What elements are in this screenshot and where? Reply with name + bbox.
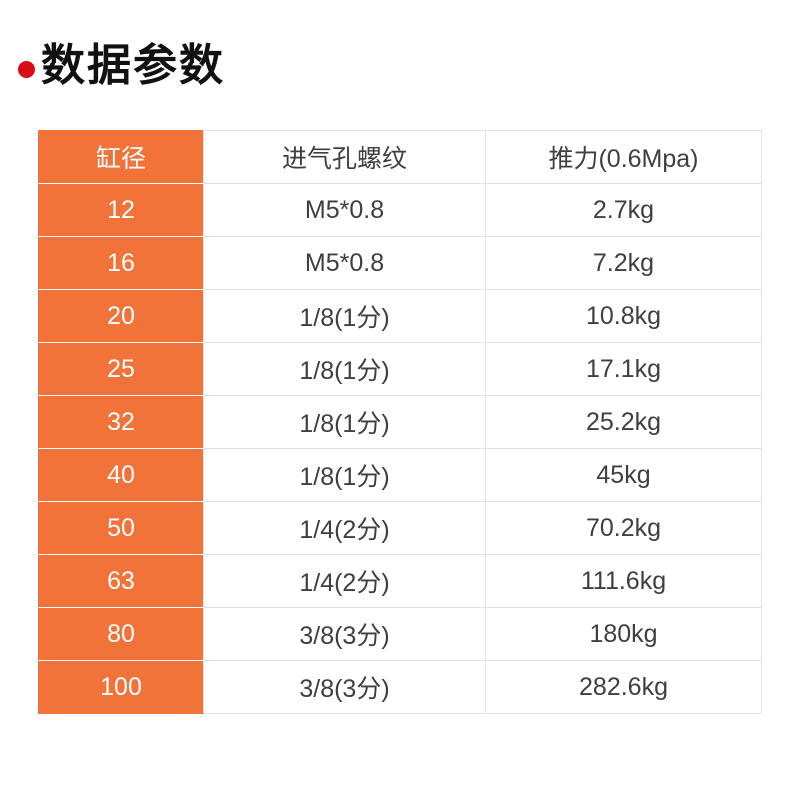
cell-thrust: 45kg bbox=[485, 448, 762, 502]
header-cell-thrust: 推力(0.6Mpa) bbox=[485, 130, 762, 184]
cell-bore: 40 bbox=[38, 448, 204, 502]
table-head: 缸径 进气孔螺纹 推力(0.6Mpa) bbox=[38, 130, 762, 184]
cell-bore: 16 bbox=[38, 236, 204, 290]
page-title: 数据参数 bbox=[41, 41, 225, 90]
cell-thread: 1/8(1分) bbox=[203, 342, 486, 396]
cell-bore: 12 bbox=[38, 183, 204, 237]
table-row: 12 M5*0.8 2.7kg bbox=[38, 183, 762, 237]
table-row: 50 1/4(2分) 70.2kg bbox=[38, 501, 762, 555]
table-row: 16 M5*0.8 7.2kg bbox=[38, 236, 762, 290]
section-header: 数据参数 bbox=[0, 38, 800, 94]
cell-thrust: 2.7kg bbox=[485, 183, 762, 237]
cell-thrust: 282.6kg bbox=[485, 660, 762, 714]
cell-bore: 80 bbox=[38, 607, 204, 661]
cell-thrust: 70.2kg bbox=[485, 501, 762, 555]
cell-thread: M5*0.8 bbox=[203, 236, 486, 290]
cell-thread: 3/8(3分) bbox=[203, 607, 486, 661]
cell-thread: 1/8(1分) bbox=[203, 395, 486, 449]
table-row: 25 1/8(1分) 17.1kg bbox=[38, 342, 762, 396]
cell-thread: 1/8(1分) bbox=[203, 289, 486, 343]
cell-bore: 100 bbox=[38, 660, 204, 714]
cell-thread: 1/8(1分) bbox=[203, 448, 486, 502]
cell-bore: 50 bbox=[38, 501, 204, 555]
cell-thread: 1/4(2分) bbox=[203, 554, 486, 608]
cell-thrust: 180kg bbox=[485, 607, 762, 661]
header-row: 缸径 进气孔螺纹 推力(0.6Mpa) bbox=[38, 130, 762, 184]
spec-table: 缸径 进气孔螺纹 推力(0.6Mpa) 12 M5*0.8 2.7kg 16 M5*0.8 7… bbox=[38, 130, 762, 714]
cell-thrust: 111.6kg bbox=[485, 554, 762, 608]
bullet-dot-icon bbox=[18, 60, 35, 78]
cell-thrust: 10.8kg bbox=[485, 289, 762, 343]
cell-thread: M5*0.8 bbox=[203, 183, 486, 237]
table-row: 80 3/8(3分) 180kg bbox=[38, 607, 762, 661]
cell-bore: 32 bbox=[38, 395, 204, 449]
cell-thrust: 7.2kg bbox=[485, 236, 762, 290]
cell-bore: 63 bbox=[38, 554, 204, 608]
header-cell-thread: 进气孔螺纹 bbox=[203, 130, 486, 184]
cell-thrust: 25.2kg bbox=[485, 395, 762, 449]
cell-bore: 20 bbox=[38, 289, 204, 343]
table-row: 100 3/8(3分) 282.6kg bbox=[38, 660, 762, 714]
table-body: 12 M5*0.8 2.7kg 16 M5*0.8 7.2kg 20 1/8(1分) 10.8k… bbox=[38, 183, 762, 714]
cell-thread: 3/8(3分) bbox=[203, 660, 486, 714]
header-cell-bore: 缸径 bbox=[38, 130, 204, 184]
table-row: 63 1/4(2分) 111.6kg bbox=[38, 554, 762, 608]
cell-thrust: 17.1kg bbox=[485, 342, 762, 396]
cell-thread: 1/4(2分) bbox=[203, 501, 486, 555]
table-row: 32 1/8(1分) 25.2kg bbox=[38, 395, 762, 449]
table-row: 40 1/8(1分) 45kg bbox=[38, 448, 762, 502]
cell-bore: 25 bbox=[38, 342, 204, 396]
table-row: 20 1/8(1分) 10.8kg bbox=[38, 289, 762, 343]
